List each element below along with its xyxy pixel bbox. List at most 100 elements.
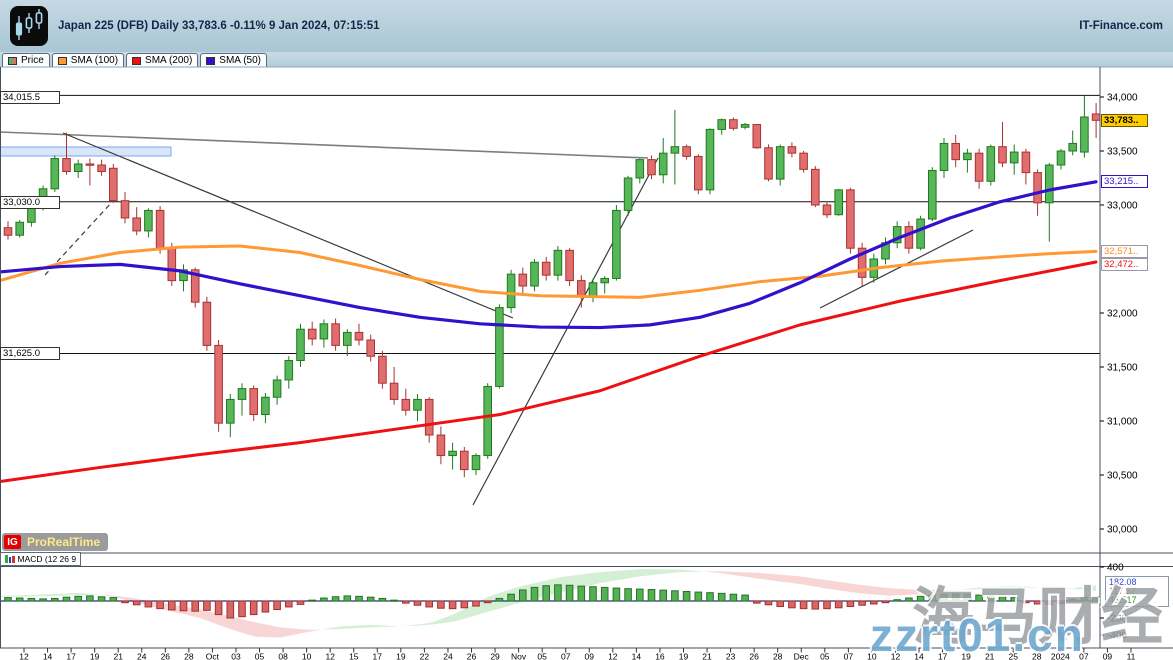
tab-sma100-label: SMA (100) bbox=[70, 55, 119, 66]
macd-histogram bbox=[4, 584, 1100, 619]
axis-tick-label: 26 bbox=[749, 652, 759, 660]
macd-line-value: 182.08 bbox=[1109, 577, 1137, 587]
axis-tick-label: 05 bbox=[537, 652, 547, 660]
axis-tick-label: 34,000 bbox=[1107, 93, 1138, 104]
axis-tick-label: 29 bbox=[490, 652, 500, 660]
tab-sma100[interactable]: SMA (100) bbox=[51, 53, 125, 67]
axis-tick-label: 15 bbox=[349, 652, 359, 660]
sma200-value-label: 32,472.. bbox=[1101, 258, 1148, 271]
axis-tick-label: 09 bbox=[585, 652, 595, 660]
axis-tick-label: 19 bbox=[961, 652, 971, 660]
macd-signal-value: 117.57 bbox=[1109, 586, 1136, 596]
axis-tick-label: 21 bbox=[985, 652, 995, 660]
axis-tick-label: 31,000 bbox=[1107, 417, 1138, 428]
trend-line bbox=[819, 229, 974, 309]
tab-sma200[interactable]: SMA (200) bbox=[126, 53, 199, 67]
axis-tick-label: 14 bbox=[914, 652, 924, 660]
last-price-label: 33,783.. bbox=[1101, 114, 1148, 127]
axis-tick-label: 2024 bbox=[1051, 652, 1070, 660]
axis-tick-label: 17 bbox=[66, 652, 76, 660]
macd-tab-label: MACD (12 26 9 bbox=[17, 554, 77, 564]
level-label-31625[interactable]: 31,625.0 bbox=[0, 347, 60, 360]
axis-tick-label: 03 bbox=[231, 652, 241, 660]
axis-tick-label: 33,000 bbox=[1107, 201, 1138, 212]
axis-tick-label: 12 bbox=[19, 652, 29, 660]
tab-price-label: Price bbox=[21, 55, 44, 66]
axis-tick-label: 12 bbox=[608, 652, 618, 660]
candles-layer bbox=[3, 95, 1100, 478]
ig-logo: IG bbox=[4, 535, 21, 549]
axis-tick-label: 22 bbox=[420, 652, 430, 660]
watermark-cjk: 海马财经 bbox=[912, 583, 1165, 652]
legend-row: Price SMA (100) SMA (200) SMA (50) bbox=[0, 52, 1173, 67]
axis-tick-label: 08 bbox=[278, 652, 288, 660]
axis-tick-label: 21 bbox=[113, 652, 123, 660]
sma100-swatch-icon bbox=[57, 56, 67, 65]
axis-tick-label: 11 bbox=[1127, 652, 1136, 660]
selected-line-highlight bbox=[0, 146, 172, 157]
sma50-value-label: 33,215.. bbox=[1101, 175, 1148, 188]
trend-line bbox=[472, 157, 659, 506]
sma200-swatch-icon bbox=[132, 56, 142, 65]
axis-tick-label: 12 bbox=[325, 652, 335, 660]
tab-price[interactable]: Price bbox=[2, 53, 50, 67]
axis-tick-label: 05 bbox=[255, 652, 265, 660]
axis-tick-label: 16 bbox=[655, 652, 665, 660]
prorealtime-badge: IG ProRealTime bbox=[2, 533, 109, 551]
macd-indicator-tab[interactable]: MACD (12 26 9 bbox=[0, 552, 82, 566]
axis-tick-label: 07 bbox=[561, 652, 571, 660]
axis-tick-label: -200 bbox=[1107, 614, 1127, 625]
axis-tick-label: 05 bbox=[820, 652, 830, 660]
title-bar: Japan 225 (DFB) Daily 33,783.6 -0.11% 9 … bbox=[0, 0, 1173, 53]
app-logo-icon bbox=[10, 6, 48, 46]
axis-tick-label: 25 bbox=[1008, 652, 1018, 660]
axis-tick-label: 400 bbox=[1107, 563, 1124, 574]
trend-line bbox=[44, 201, 113, 276]
axis-tick-label: 19 bbox=[679, 652, 689, 660]
macd-pane bbox=[0, 569, 1100, 638]
macd-hist-value: 46.517 bbox=[1109, 595, 1137, 605]
axis-tick-label: -400 bbox=[1107, 631, 1127, 642]
axis-tick-label: 21 bbox=[702, 652, 712, 660]
axis-tick-label: 24 bbox=[137, 652, 147, 660]
axis-tick-label: 28 bbox=[184, 652, 194, 660]
axis-tick-label: 26 bbox=[161, 652, 171, 660]
tab-sma50[interactable]: SMA (50) bbox=[200, 53, 267, 67]
axis-tick-label: 33,500 bbox=[1107, 147, 1138, 158]
axis-tick-label: 09 bbox=[1103, 652, 1113, 660]
axis-tick-label: Oct bbox=[206, 652, 220, 660]
axis-tick-label: 07 bbox=[1079, 652, 1089, 660]
sma200-line bbox=[0, 260, 1098, 483]
level-label-33030[interactable]: 33,030.0 bbox=[0, 195, 60, 209]
axis-tick-label: 28 bbox=[773, 652, 783, 660]
trend-line bbox=[62, 132, 514, 319]
axis-tick-label: 17 bbox=[373, 652, 383, 660]
axis-tick-label: 24 bbox=[443, 652, 453, 660]
brand-text: IT-Finance.com bbox=[1079, 20, 1163, 32]
tab-sma200-label: SMA (200) bbox=[145, 55, 193, 66]
sma100-value-label: 32,571.. bbox=[1101, 245, 1148, 258]
axis-tick-label: Dec bbox=[794, 652, 810, 660]
macd-values-box: 182.08 117.57 46.517 bbox=[1105, 576, 1169, 607]
axis-tick-label: 17 bbox=[938, 652, 948, 660]
axis-tick-label: 12 bbox=[891, 652, 901, 660]
axis-tick-label: 07 bbox=[844, 652, 854, 660]
sma50-swatch-icon bbox=[206, 56, 216, 65]
watermark-url: zzrt01.cn bbox=[870, 609, 1085, 660]
tab-sma50-label: SMA (50) bbox=[219, 55, 261, 66]
level-label-34015[interactable]: 34,015.5 bbox=[0, 90, 60, 104]
axis-tick-label: 19 bbox=[396, 652, 406, 660]
axis-tick-label: 30,000 bbox=[1107, 525, 1138, 536]
price-pane bbox=[0, 94, 1100, 506]
axis-tick-label: 31,500 bbox=[1107, 363, 1138, 374]
axes: 34,000 33,500 33,000 32,000 31,500 31,000 30,5… bbox=[0, 66, 1173, 660]
axis-tick-label: 10 bbox=[867, 652, 877, 660]
axis-tick-label: 23 bbox=[726, 652, 736, 660]
axis-tick-label: 10 bbox=[302, 652, 312, 660]
axis-tick-label: Nov bbox=[511, 652, 527, 660]
axis-tick-label: 19 bbox=[90, 652, 100, 660]
axis-tick-label: 28 bbox=[1032, 652, 1042, 660]
price-candles-icon bbox=[8, 56, 17, 65]
